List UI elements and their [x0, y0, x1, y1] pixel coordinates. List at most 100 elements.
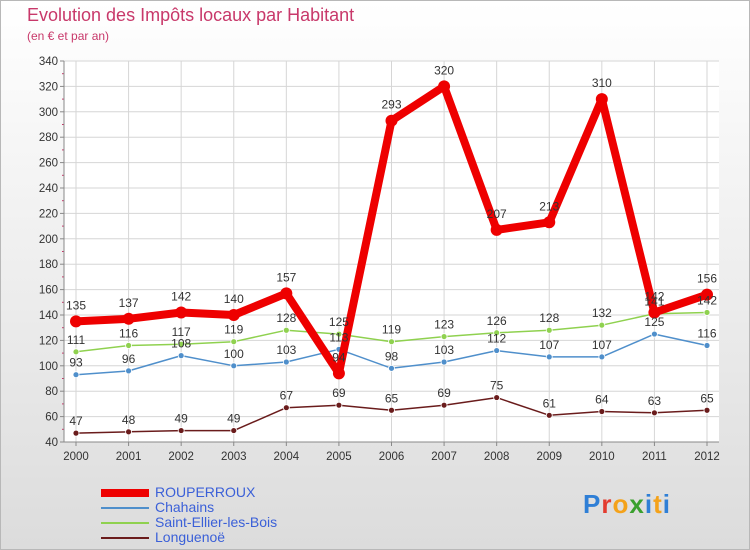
data-point-chahains — [651, 330, 658, 338]
data-label-saint-ellier-les-bois: 119 — [224, 323, 243, 337]
data-label-longueno: 63 — [648, 394, 662, 408]
legend-label: Saint-Ellier-les-Bois — [155, 514, 278, 530]
y-tick-label: 280 — [39, 132, 58, 144]
x-tick-label: 2006 — [379, 451, 405, 463]
x-tick-label: 2009 — [536, 451, 562, 463]
data-point-chahains — [177, 352, 185, 360]
data-point-rouperroux — [332, 367, 345, 380]
x-tick-label: 2000 — [63, 451, 89, 463]
y-tick-label: 80 — [45, 386, 58, 398]
data-label-chahains: 107 — [539, 338, 559, 352]
data-point-chahains — [545, 353, 553, 361]
data-label-rouperroux: 140 — [224, 292, 244, 306]
x-tick-label: 2012 — [694, 451, 720, 463]
data-point-chahains — [598, 353, 606, 361]
data-label-longueno: 69 — [332, 386, 346, 400]
legend-label: Longuenoë — [155, 529, 226, 545]
chart-subtitle: (en € et par an) — [27, 29, 110, 43]
data-label-chahains: 112 — [487, 332, 506, 346]
data-label-saint-ellier-les-bois: 125 — [329, 315, 349, 329]
data-label-chahains: 103 — [276, 343, 296, 357]
data-label-rouperroux: 293 — [381, 98, 401, 112]
data-label-saint-ellier-les-bois: 126 — [487, 314, 507, 328]
data-point-chahains — [282, 358, 290, 366]
data-point-chahains — [703, 342, 711, 349]
data-point-rouperroux — [280, 287, 293, 300]
data-point-rouperroux — [385, 114, 398, 127]
data-label-rouperroux: 94 — [332, 350, 346, 364]
data-label-longueno: 49 — [227, 412, 241, 426]
x-tick-label: 2005 — [326, 451, 352, 463]
data-point-saint-ellier-les-bois — [230, 338, 238, 346]
y-tick-label: 160 — [39, 285, 58, 297]
data-point-chahains — [440, 358, 448, 366]
data-label-rouperroux: 320 — [434, 63, 454, 77]
data-label-longueno: 65 — [385, 391, 399, 405]
legend-label: ROUPERROUX — [155, 484, 256, 500]
data-label-chahains: 100 — [224, 347, 244, 361]
data-point-rouperroux — [122, 312, 135, 325]
data-label-chahains: 103 — [434, 343, 454, 357]
data-label-saint-ellier-les-bois: 116 — [119, 326, 138, 340]
y-tick-label: 100 — [39, 361, 58, 373]
data-label-saint-ellier-les-bois: 142 — [697, 293, 717, 307]
data-point-longueno — [545, 411, 553, 419]
legend-swatch — [101, 489, 149, 497]
data-label-longueno: 75 — [490, 379, 504, 393]
y-tick-label: 180 — [39, 259, 58, 271]
y-tick-label: 140 — [39, 310, 58, 322]
y-tick-label: 260 — [39, 158, 58, 170]
legend-swatch — [101, 522, 149, 524]
data-point-saint-ellier-les-bois — [545, 326, 553, 334]
data-label-longueno: 47 — [69, 414, 83, 428]
data-point-longueno — [651, 409, 658, 417]
data-label-rouperroux: 156 — [697, 272, 717, 286]
data-label-rouperroux: 142 — [171, 289, 191, 303]
y-tick-label: 340 — [39, 56, 58, 68]
data-point-rouperroux — [227, 309, 240, 321]
data-point-longueno — [598, 408, 606, 415]
y-tick-label: 120 — [39, 335, 58, 347]
data-label-saint-ellier-les-bois: 141 — [644, 295, 664, 309]
data-label-chahains: 108 — [171, 337, 191, 351]
data-label-longueno: 49 — [174, 412, 188, 426]
data-point-longueno — [230, 427, 238, 434]
x-tick-label: 2007 — [431, 451, 457, 463]
y-tick-label: 200 — [39, 234, 58, 246]
legend-label: Chahains — [155, 499, 215, 515]
y-tick-label: 40 — [45, 437, 58, 449]
x-tick-label: 2011 — [642, 451, 667, 463]
data-label-rouperroux: 142 — [644, 289, 664, 303]
data-point-chahains — [493, 347, 501, 354]
data-label-rouperroux: 207 — [487, 207, 507, 221]
data-label-saint-ellier-les-bois: 119 — [382, 323, 401, 337]
y-tick-label: 60 — [45, 412, 58, 424]
data-point-rouperroux — [648, 306, 661, 319]
x-tick-label: 2008 — [484, 451, 510, 463]
data-label-longueno: 69 — [437, 386, 451, 400]
data-label-rouperroux: 310 — [592, 76, 612, 90]
data-point-rouperroux — [543, 216, 556, 229]
data-point-saint-ellier-les-bois — [125, 342, 132, 349]
data-label-chahains: 96 — [122, 352, 136, 366]
data-point-saint-ellier-les-bois — [282, 326, 290, 334]
data-label-chahains: 125 — [644, 315, 664, 329]
data-label-chahains: 116 — [697, 326, 716, 340]
data-point-rouperroux — [595, 93, 608, 106]
data-label-longueno: 64 — [595, 393, 609, 407]
data-point-chahains — [125, 367, 132, 375]
data-point-rouperroux — [175, 306, 188, 319]
data-point-longueno — [177, 427, 185, 434]
x-tick-label: 2004 — [274, 451, 300, 463]
data-label-saint-ellier-les-bois: 123 — [434, 318, 454, 332]
data-label-saint-ellier-les-bois: 128 — [539, 311, 559, 325]
data-point-chahains — [72, 371, 80, 379]
data-point-longueno — [125, 428, 132, 436]
data-point-chahains — [388, 364, 395, 372]
data-label-longueno: 61 — [543, 396, 557, 410]
data-label-chahains: 93 — [69, 356, 83, 370]
data-label-rouperroux: 135 — [66, 298, 86, 312]
data-point-saint-ellier-les-bois — [440, 333, 448, 340]
